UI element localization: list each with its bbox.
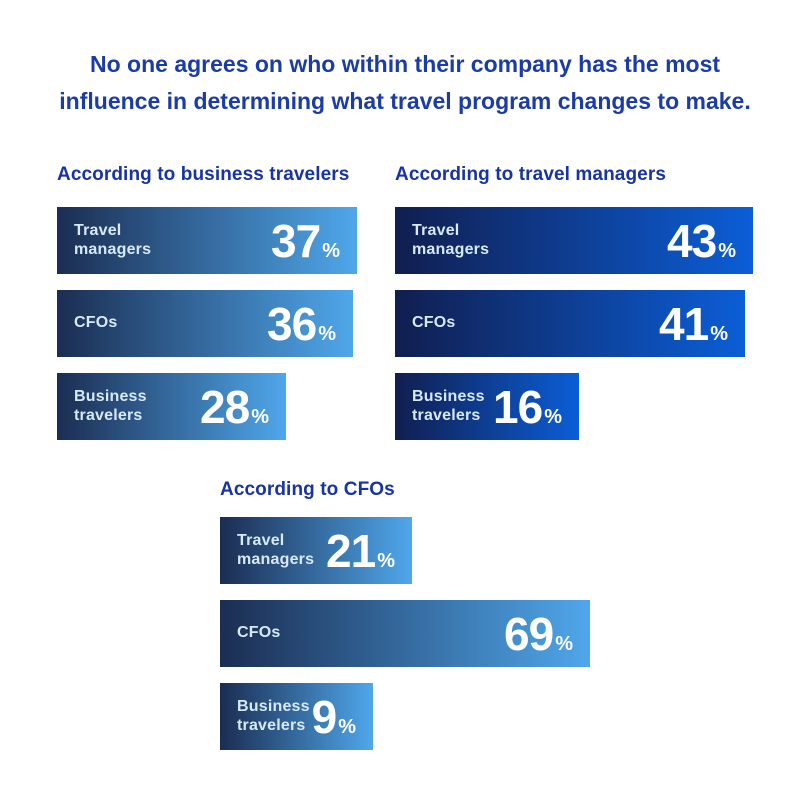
bar-value: 28% (200, 380, 269, 434)
bar-value-number: 28 (200, 380, 250, 433)
bar-label: CFOs (237, 624, 281, 642)
bar-label: Business travelers (412, 388, 485, 424)
bar-value: 9% (312, 690, 356, 744)
bar: CFOs 41% (395, 290, 745, 357)
bar-label: Business travelers (237, 698, 310, 734)
bar-label: Travel managers (237, 532, 315, 568)
bar-group: According to travel managers Travel manag… (395, 163, 753, 440)
bar-value: 36% (267, 297, 336, 351)
bar: Travel managers 37% (57, 207, 357, 274)
bar-value: 41% (659, 297, 728, 351)
bar-value-number: 36 (267, 297, 317, 350)
group-heading: According to CFOs (220, 479, 395, 500)
bar: Travel managers 21% (220, 517, 412, 584)
bar: Business travelers 28% (57, 373, 286, 440)
percent-sign: % (544, 405, 562, 428)
percent-sign: % (338, 715, 356, 738)
bar-label: CFOs (412, 314, 456, 332)
bar-value: 43% (667, 214, 736, 268)
bar-value-number: 16 (493, 380, 543, 433)
percent-sign: % (718, 239, 736, 262)
bars: Travel managers 43% CFOs 41% Business travel… (395, 207, 753, 440)
bar-label: Travel managers (74, 222, 152, 258)
bars: Travel managers 21% CFOs 69% Business travel… (220, 517, 590, 750)
bars: Travel managers 37% CFOs 36% Business travel… (57, 207, 357, 440)
bar-group: According to business travelers Travel ma… (57, 163, 357, 440)
bar: Business travelers 9% (220, 683, 373, 750)
percent-sign: % (318, 322, 336, 345)
bar-value: 16% (493, 380, 562, 434)
bar-value-number: 37 (271, 214, 321, 267)
bar: Business travelers 16% (395, 373, 579, 440)
group-heading: According to travel managers (395, 164, 666, 185)
bar-value: 69% (504, 607, 573, 661)
bar-value-number: 69 (504, 607, 554, 660)
bar: Travel managers 43% (395, 207, 753, 274)
percent-sign: % (555, 632, 573, 655)
bar: CFOs 36% (57, 290, 353, 357)
percent-sign: % (322, 239, 340, 262)
bar-value-number: 21 (326, 524, 376, 577)
bar-value-number: 9 (311, 690, 338, 743)
chart-title: No one agrees on who within their compan… (59, 51, 751, 114)
percent-sign: % (710, 322, 728, 345)
bar: CFOs 69% (220, 600, 590, 667)
bar-value-number: 43 (667, 214, 717, 267)
percent-sign: % (251, 405, 269, 428)
bar-value: 21% (326, 524, 395, 578)
percent-sign: % (377, 549, 395, 572)
bar-label: Business travelers (74, 388, 147, 424)
bar-label: Travel managers (412, 222, 490, 258)
bar-group: According to CFOs Travel managers 21% CFOs 6… (220, 478, 590, 750)
bar-label: CFOs (74, 314, 118, 332)
bar-value: 37% (271, 214, 340, 268)
bar-value-number: 41 (659, 297, 709, 350)
group-heading: According to business travelers (57, 164, 350, 185)
